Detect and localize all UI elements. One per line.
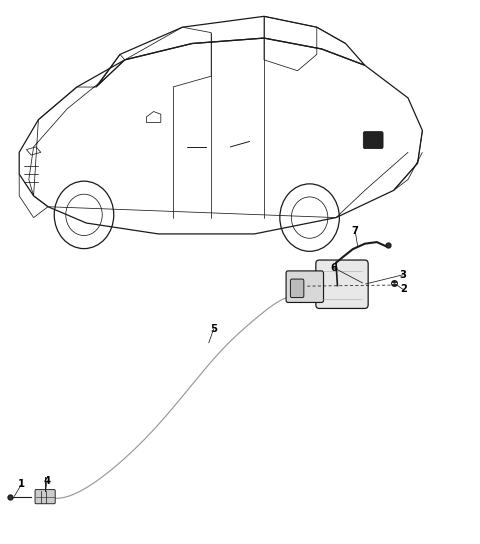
FancyBboxPatch shape [35, 490, 55, 504]
Text: 5: 5 [210, 324, 217, 334]
Text: 2: 2 [400, 285, 407, 294]
Text: 4: 4 [44, 476, 50, 486]
Text: 3: 3 [400, 270, 407, 280]
FancyBboxPatch shape [286, 271, 324, 302]
Text: 6: 6 [330, 263, 337, 273]
FancyBboxPatch shape [290, 279, 304, 298]
FancyBboxPatch shape [363, 132, 383, 149]
Text: 7: 7 [352, 226, 359, 236]
Text: 1: 1 [18, 479, 25, 489]
FancyBboxPatch shape [316, 260, 368, 308]
